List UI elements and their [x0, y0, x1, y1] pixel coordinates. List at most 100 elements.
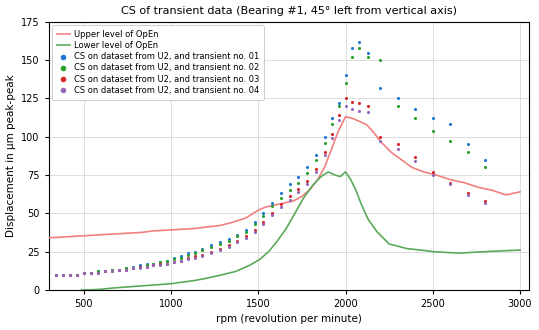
CS on dataset from U2, and transient no. 04: [348, 107, 357, 112]
Lower level of OpEn: [292, 211, 298, 215]
CS on dataset from U2, and transient no. 04: [411, 159, 420, 164]
Upper level of OpEn: [138, 230, 144, 234]
CS on dataset from U2, and transient no. 01: [294, 174, 303, 179]
CS on dataset from U2, and transient no. 04: [86, 270, 95, 276]
CS on dataset from U2, and transient no. 02: [79, 270, 88, 276]
Title: CS of transient data (Bearing #1, 45° left from vertical axis): CS of transient data (Bearing #1, 45° le…: [121, 6, 457, 16]
CS on dataset from U2, and transient no. 04: [294, 189, 303, 194]
CS on dataset from U2, and transient no. 01: [277, 191, 285, 196]
CS on dataset from U2, and transient no. 02: [149, 261, 158, 266]
CS on dataset from U2, and transient no. 02: [294, 180, 303, 185]
CS on dataset from U2, and transient no. 03: [446, 180, 454, 185]
Lower level of OpEn: [337, 175, 343, 179]
CS on dataset from U2, and transient no. 04: [241, 235, 250, 241]
CS on dataset from U2, and transient no. 03: [100, 269, 109, 274]
CS on dataset from U2, and transient no. 02: [114, 267, 123, 273]
CS on dataset from U2, and transient no. 03: [334, 113, 343, 118]
Lower level of OpEn: [332, 173, 338, 177]
CS on dataset from U2, and transient no. 04: [72, 272, 81, 277]
Lower level of OpEn: [266, 249, 272, 253]
Lower level of OpEn: [517, 248, 523, 252]
Upper level of OpEn: [217, 223, 223, 227]
CS on dataset from U2, and transient no. 04: [259, 221, 268, 227]
Upper level of OpEn: [370, 130, 377, 134]
Upper level of OpEn: [356, 119, 363, 123]
CS on dataset from U2, and transient no. 02: [348, 54, 357, 60]
Upper level of OpEn: [321, 165, 328, 169]
CS on dataset from U2, and transient no. 02: [233, 234, 241, 239]
CS on dataset from U2, and transient no. 02: [170, 257, 179, 262]
CS on dataset from U2, and transient no. 01: [259, 211, 268, 216]
Lower level of OpEn: [217, 273, 223, 277]
CS on dataset from U2, and transient no. 03: [163, 261, 172, 266]
CS on dataset from U2, and transient no. 01: [446, 122, 454, 127]
CS on dataset from U2, and transient no. 01: [163, 258, 172, 263]
Lower level of OpEn: [358, 202, 364, 206]
CS on dataset from U2, and transient no. 02: [327, 122, 336, 127]
Lower level of OpEn: [100, 287, 106, 291]
CS on dataset from U2, and transient no. 04: [285, 197, 294, 202]
CS on dataset from U2, and transient no. 04: [58, 272, 67, 277]
CS on dataset from U2, and transient no. 02: [251, 221, 259, 227]
CS on dataset from U2, and transient no. 03: [251, 227, 259, 233]
Upper level of OpEn: [255, 208, 261, 212]
CS on dataset from U2, and transient no. 03: [107, 269, 116, 274]
CS on dataset from U2, and transient no. 01: [327, 116, 336, 121]
Lower level of OpEn: [274, 239, 281, 243]
CS on dataset from U2, and transient no. 01: [376, 85, 385, 90]
CS on dataset from U2, and transient no. 02: [72, 272, 81, 277]
CS on dataset from U2, and transient no. 03: [355, 100, 364, 106]
Lower level of OpEn: [203, 277, 209, 280]
Upper level of OpEn: [299, 194, 305, 198]
Upper level of OpEn: [461, 181, 467, 185]
CS on dataset from U2, and transient no. 01: [184, 250, 193, 256]
CS on dataset from U2, and transient no. 03: [411, 154, 420, 159]
CS on dataset from U2, and transient no. 02: [65, 272, 74, 277]
CS on dataset from U2, and transient no. 02: [446, 139, 454, 144]
Y-axis label: Displacement in μm peak-peak: Displacement in μm peak-peak: [5, 75, 16, 237]
CS on dataset from U2, and transient no. 03: [191, 253, 200, 259]
CS on dataset from U2, and transient no. 03: [177, 258, 186, 263]
CS on dataset from U2, and transient no. 03: [481, 198, 489, 204]
CS on dataset from U2, and transient no. 01: [334, 100, 343, 106]
CS on dataset from U2, and transient no. 02: [320, 140, 329, 146]
Lower level of OpEn: [86, 288, 92, 292]
Lower level of OpEn: [417, 248, 424, 252]
CS on dataset from U2, and transient no. 04: [128, 266, 137, 271]
Upper level of OpEn: [72, 234, 78, 238]
CS on dataset from U2, and transient no. 03: [170, 260, 179, 265]
CS on dataset from U2, and transient no. 02: [58, 272, 67, 277]
Upper level of OpEn: [307, 187, 314, 191]
CS on dataset from U2, and transient no. 03: [149, 263, 158, 268]
Lower level of OpEn: [136, 284, 143, 288]
CS on dataset from U2, and transient no. 02: [135, 264, 144, 270]
CS on dataset from U2, and transient no. 01: [198, 246, 206, 251]
CS on dataset from U2, and transient no. 04: [464, 192, 472, 198]
CS on dataset from U2, and transient no. 03: [241, 234, 250, 239]
CS on dataset from U2, and transient no. 04: [224, 244, 233, 249]
CS on dataset from U2, and transient no. 04: [121, 267, 130, 273]
CS on dataset from U2, and transient no. 04: [65, 272, 74, 277]
CS on dataset from U2, and transient no. 03: [114, 267, 123, 273]
CS on dataset from U2, and transient no. 04: [364, 110, 372, 115]
CS on dataset from U2, and transient no. 01: [149, 261, 158, 266]
CS on dataset from U2, and transient no. 01: [93, 269, 102, 274]
Upper level of OpEn: [503, 193, 509, 197]
CS on dataset from U2, and transient no. 03: [72, 272, 81, 277]
CS on dataset from U2, and transient no. 01: [121, 266, 130, 271]
CS on dataset from U2, and transient no. 03: [128, 266, 137, 271]
CS on dataset from U2, and transient no. 04: [429, 172, 437, 178]
Upper level of OpEn: [398, 158, 405, 162]
CS on dataset from U2, and transient no. 03: [121, 267, 130, 273]
CS on dataset from U2, and transient no. 03: [294, 186, 303, 191]
Upper level of OpEn: [409, 165, 415, 169]
CS on dataset from U2, and transient no. 03: [277, 202, 285, 207]
Lower level of OpEn: [318, 175, 324, 179]
CS on dataset from U2, and transient no. 01: [233, 232, 241, 237]
Lower level of OpEn: [469, 250, 476, 254]
CS on dataset from U2, and transient no. 03: [364, 104, 372, 109]
CS on dataset from U2, and transient no. 04: [376, 139, 385, 144]
Line: Lower level of OpEn: Lower level of OpEn: [82, 172, 520, 290]
Upper level of OpEn: [342, 115, 349, 119]
Lower level of OpEn: [499, 249, 506, 253]
